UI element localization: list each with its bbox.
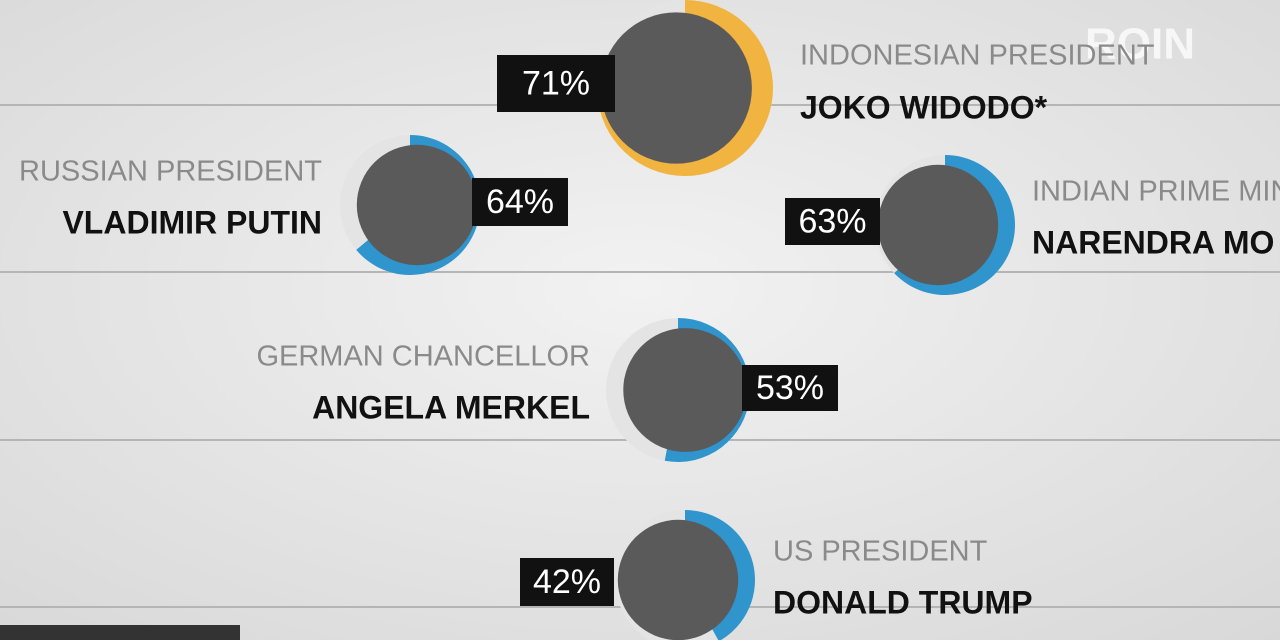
role: RUSSIAN PRESIDENT bbox=[19, 156, 322, 188]
name: NARENDRA MO bbox=[1032, 224, 1274, 260]
role: GERMAN CHANCELLOR bbox=[256, 341, 590, 373]
value-label: 71% bbox=[522, 64, 590, 102]
leader: GERMAN CHANCELLOR ANGELA MERKEL 53% bbox=[256, 318, 838, 462]
role: INDIAN PRIME MIN bbox=[1032, 176, 1280, 208]
portrait bbox=[877, 164, 999, 286]
role: US PRESIDENT bbox=[773, 536, 988, 568]
footer-bar bbox=[0, 625, 240, 640]
leader: INDIAN PRIME MIN NARENDRA MO 63% bbox=[785, 155, 1280, 295]
value-label: 42% bbox=[533, 563, 601, 601]
value-label: 53% bbox=[756, 369, 824, 407]
portrait bbox=[623, 328, 748, 452]
name: JOKO WIDODO* bbox=[800, 89, 1048, 125]
portrait bbox=[356, 144, 478, 266]
value-box bbox=[497, 55, 615, 112]
name: VLADIMIR PUTIN bbox=[62, 204, 322, 240]
value-box bbox=[785, 198, 880, 245]
name: DONALD TRUMP bbox=[773, 584, 1033, 620]
value-box bbox=[520, 558, 614, 606]
value-box bbox=[742, 365, 838, 411]
value-label: 63% bbox=[798, 202, 866, 240]
role: INDONESIAN PRESIDENT bbox=[800, 40, 1155, 72]
value-box bbox=[472, 178, 568, 226]
leader: RUSSIAN PRESIDENT VLADIMIR PUTIN 64% bbox=[19, 135, 568, 276]
leader: INDONESIAN PRESIDENT JOKO WIDODO* 71% bbox=[497, 0, 1155, 176]
value-label: 64% bbox=[486, 183, 554, 221]
leader: US PRESIDENT DONALD TRUMP 42% bbox=[520, 510, 1033, 640]
portrait bbox=[617, 519, 739, 640]
name: ANGELA MERKEL bbox=[312, 389, 590, 425]
portrait bbox=[600, 12, 752, 164]
watermark: ROIN bbox=[1085, 20, 1195, 69]
